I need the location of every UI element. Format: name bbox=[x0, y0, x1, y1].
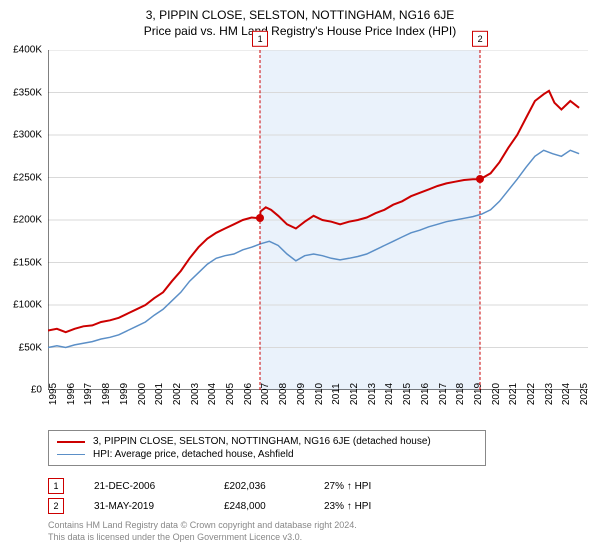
sales-table: 1 21-DEC-2006 £202,036 27% ↑ HPI 2 31-MAY-201… bbox=[48, 476, 404, 516]
legend-item: HPI: Average price, detached house, Ashf… bbox=[57, 448, 477, 461]
x-axis-label: 2000 bbox=[137, 383, 148, 405]
x-axis-label: 2013 bbox=[367, 383, 378, 405]
sale-hpi: 23% ↑ HPI bbox=[324, 501, 404, 512]
x-axis-label: 1999 bbox=[119, 383, 130, 405]
chart-subtitle: Price paid vs. HM Land Registry's House … bbox=[0, 22, 600, 38]
x-axis-label: 2021 bbox=[508, 383, 519, 405]
legend-label: 3, PIPPIN CLOSE, SELSTON, NOTTINGHAM, NG… bbox=[93, 436, 431, 447]
sale-date: 31-MAY-2019 bbox=[94, 501, 194, 512]
footer-line-1: Contains HM Land Registry data © Crown c… bbox=[48, 520, 357, 532]
x-axis-label: 2002 bbox=[172, 383, 183, 405]
sale-hpi: 27% ↑ HPI bbox=[324, 481, 404, 492]
footer-line-2: This data is licensed under the Open Gov… bbox=[48, 532, 357, 544]
y-axis-label: £250K bbox=[13, 172, 42, 183]
x-axis-label: 2005 bbox=[225, 383, 236, 405]
legend-item: 3, PIPPIN CLOSE, SELSTON, NOTTINGHAM, NG… bbox=[57, 435, 477, 448]
x-axis-label: 2011 bbox=[331, 383, 342, 405]
sale-marker-line bbox=[480, 50, 481, 390]
chart-title: 3, PIPPIN CLOSE, SELSTON, NOTTINGHAM, NG… bbox=[0, 0, 600, 22]
y-axis-label: £150K bbox=[13, 257, 42, 268]
legend-swatch bbox=[57, 454, 85, 455]
x-axis-label: 2009 bbox=[296, 383, 307, 405]
x-axis-label: 2020 bbox=[491, 383, 502, 405]
sale-price: £248,000 bbox=[224, 501, 294, 512]
x-axis-label: 2024 bbox=[561, 383, 572, 405]
x-axis-label: 2017 bbox=[438, 383, 449, 405]
footer-attribution: Contains HM Land Registry data © Crown c… bbox=[48, 520, 357, 543]
x-axis-label: 2007 bbox=[260, 383, 271, 405]
x-axis-label: 2014 bbox=[384, 383, 395, 405]
sale-row-marker: 1 bbox=[48, 478, 64, 494]
sale-date: 21-DEC-2006 bbox=[94, 481, 194, 492]
x-axis-label: 1997 bbox=[83, 383, 94, 405]
x-axis-label: 2015 bbox=[402, 383, 413, 405]
y-axis-label: £350K bbox=[13, 87, 42, 98]
sale-row-marker: 2 bbox=[48, 498, 64, 514]
sale-row: 1 21-DEC-2006 £202,036 27% ↑ HPI bbox=[48, 476, 404, 496]
chart-container: 3, PIPPIN CLOSE, SELSTON, NOTTINGHAM, NG… bbox=[0, 0, 600, 560]
chart-plot-area: £0£50K£100K£150K£200K£250K£300K£350K£400… bbox=[48, 50, 588, 390]
x-axis-label: 2006 bbox=[243, 383, 254, 405]
x-axis-label: 2018 bbox=[455, 383, 466, 405]
y-axis-label: £300K bbox=[13, 130, 42, 141]
y-axis-label: £0 bbox=[31, 385, 42, 396]
x-axis-label: 1998 bbox=[101, 383, 112, 405]
x-axis-label: 2008 bbox=[278, 383, 289, 405]
sale-price: £202,036 bbox=[224, 481, 294, 492]
x-axis-label: 1995 bbox=[48, 383, 59, 405]
y-axis-label: £100K bbox=[13, 300, 42, 311]
y-axis-label: £400K bbox=[13, 45, 42, 56]
x-axis-label: 2025 bbox=[579, 383, 590, 405]
x-axis-label: 1996 bbox=[66, 383, 77, 405]
x-axis-label: 2001 bbox=[154, 383, 165, 405]
x-axis-label: 2003 bbox=[190, 383, 201, 405]
sale-dot bbox=[476, 175, 484, 183]
x-axis-label: 2022 bbox=[526, 383, 537, 405]
x-axis-label: 2012 bbox=[349, 383, 360, 405]
x-axis-label: 2023 bbox=[544, 383, 555, 405]
sale-marker-box: 1 bbox=[252, 31, 268, 47]
legend-label: HPI: Average price, detached house, Ashf… bbox=[93, 449, 294, 460]
sale-row: 2 31-MAY-2019 £248,000 23% ↑ HPI bbox=[48, 496, 404, 516]
x-axis-label: 2019 bbox=[473, 383, 484, 405]
chart-svg bbox=[48, 50, 588, 390]
sale-marker-box: 2 bbox=[472, 31, 488, 47]
sale-dot bbox=[256, 214, 264, 222]
y-axis-label: £200K bbox=[13, 215, 42, 226]
x-axis-label: 2016 bbox=[420, 383, 431, 405]
legend-box: 3, PIPPIN CLOSE, SELSTON, NOTTINGHAM, NG… bbox=[48, 430, 486, 466]
x-axis-label: 2010 bbox=[314, 383, 325, 405]
legend-swatch bbox=[57, 441, 85, 443]
x-axis-label: 2004 bbox=[207, 383, 218, 405]
y-axis-label: £50K bbox=[19, 342, 42, 353]
